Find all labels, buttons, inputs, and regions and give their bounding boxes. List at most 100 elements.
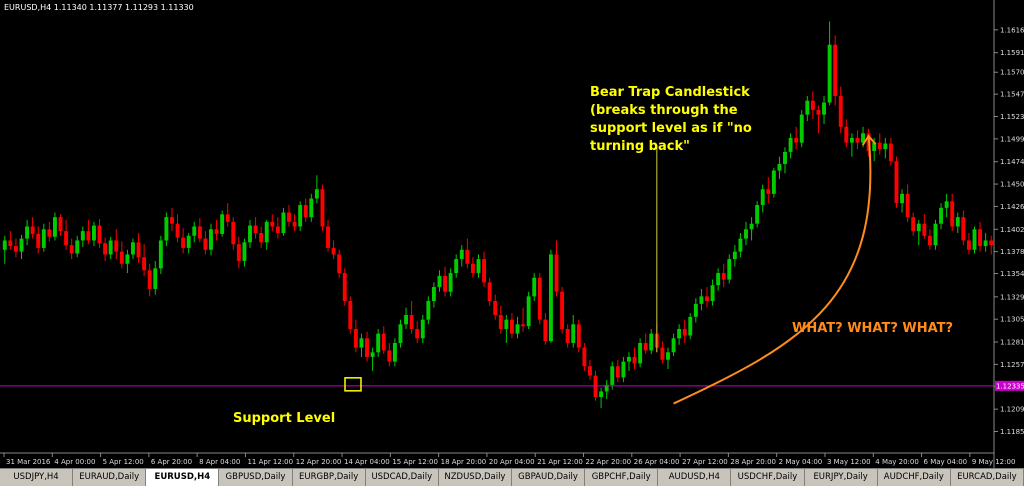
candle-body [287,212,291,222]
candle-body [911,217,916,232]
candle-body [236,244,241,261]
time-tick-label: 31 Mar 2016 [6,458,51,466]
symbol-tab-bar: USDJPY,H4 EURAUD,Daily EURUSD,H4 GBPUSD,Dai… [0,468,1024,486]
candle-body [259,233,264,243]
candle-body [75,240,80,254]
price-tick-label: 1.13055 [1000,316,1024,324]
candle-body [916,223,921,232]
candle-body [588,366,592,376]
price-tick-label: 1.12570 [1000,361,1024,369]
candle-body [376,333,381,353]
candle-body [103,243,108,255]
candle-body [900,193,904,204]
candle-body [97,225,102,244]
price-tick-label: 1.15230 [1000,113,1024,121]
candle-body [431,287,436,302]
candle-body [465,249,470,264]
symbol-tab[interactable]: AUDCHF,Daily [877,469,951,486]
what-arrow [673,135,872,405]
candle-body [114,240,119,252]
candle-body [248,225,252,243]
candle-body [799,114,804,143]
candle-body [493,301,498,316]
candle-body [142,257,147,271]
time-tick-label: 6 Apr 20:00 [151,458,192,466]
symbol-tab[interactable]: USDJPY,H4 [0,469,74,486]
candle-layer [2,21,994,409]
time-axis: 31 Mar 2016 4 Apr 00:00 5 Apr 12:00 6 Apr 2… [0,452,1015,466]
candle-body [872,142,877,151]
symbol-tab[interactable]: GBPCHF,Daily [585,469,659,486]
time-tick-label: 20 Apr 04:00 [489,458,535,466]
candle-body [454,259,459,274]
price-tick-label: 1.11850 [1000,428,1024,436]
what-arrowhead [861,134,877,146]
candle-body [309,198,314,218]
candle-body [443,275,448,292]
candle-body [220,214,225,234]
symbol-tab[interactable]: EURUSD,H4 [146,469,220,486]
candle-body [342,273,347,302]
candle-body [381,333,386,351]
symbol-tab[interactable]: USDCHF,Daily [731,469,805,486]
candle-body [19,238,24,252]
candle-body [437,275,442,288]
candle-body [398,324,403,343]
candle-body [849,137,854,143]
candle-body [253,225,258,233]
candle-body [716,273,721,286]
price-tick-label: 1.14990 [1000,135,1024,143]
candle-body [548,254,553,342]
candle-body [359,338,364,348]
candle-body [8,240,13,247]
symbol-tab[interactable]: GBPAUD,Daily [511,469,586,486]
candle-body [732,251,737,260]
candle-body [760,189,765,206]
candle-body [961,217,966,241]
candle-body [270,221,275,227]
candle-body [320,189,325,227]
time-tick-label: 11 Apr 12:00 [247,458,293,466]
candle-body [660,347,665,360]
time-tick-label: 14 Apr 04:00 [344,458,390,466]
candle-body [939,207,944,224]
candle-body [810,100,815,110]
symbol-tab[interactable]: EURAUD,Daily [73,469,147,486]
candle-body [348,301,353,329]
candle-body [80,231,85,241]
candle-body [604,384,609,392]
symbol-tab[interactable]: EURCAD,Daily [950,469,1024,486]
candle-body [203,238,208,250]
candle-body [25,226,30,239]
candle-body [877,142,882,150]
symbol-tab[interactable]: GBPUSD,Daily [219,469,293,486]
candle-body [181,237,186,248]
candle-body [186,235,191,248]
support-level-annotation: Support Level [233,411,335,426]
candle-body [972,229,977,250]
candle-body [52,217,57,237]
candle-body [632,356,637,364]
candle-body [838,96,843,127]
time-tick-label: 2 May 04:00 [779,458,823,466]
candle-body [426,301,431,320]
symbol-tab[interactable]: EURJPY,Daily [804,469,878,486]
time-tick-label: 3 May 12:00 [827,458,871,466]
time-tick-label: 28 Apr 20:00 [730,458,776,466]
candle-body [136,242,141,258]
candle-body [482,259,487,283]
candle-body [855,137,860,143]
symbol-tab[interactable]: AUDUSD,H4 [658,469,732,486]
candle-body [615,366,620,378]
candle-body [944,201,949,208]
candle-body [504,319,509,329]
time-tick-label: 6 May 04:00 [924,458,968,466]
symbol-tab[interactable]: USDCAD,Daily [365,469,439,486]
symbol-tab[interactable]: EURGBP,Daily [292,469,366,486]
candle-body [86,231,91,241]
candle-body [41,229,46,248]
candle-body [175,223,180,238]
symbol-tab[interactable]: NZDUSD,Daily [438,469,512,486]
candle-body [303,205,308,218]
